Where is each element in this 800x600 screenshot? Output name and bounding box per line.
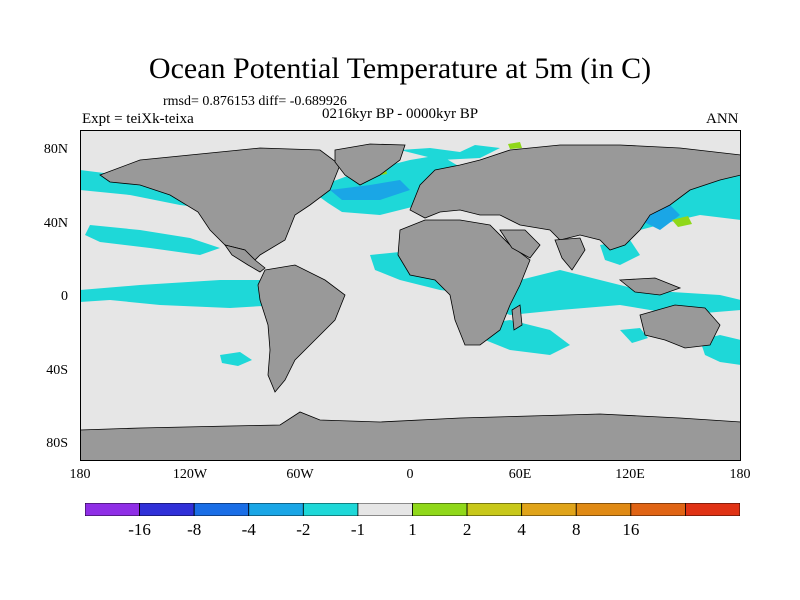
lat-label-80s: 80S: [46, 436, 68, 451]
antarctica: [80, 411, 741, 461]
period-label: 0216kyr BP - 0000kyr BP: [322, 106, 479, 122]
lon-label-60w: 60W: [286, 467, 314, 482]
eurasia: [409, 144, 741, 251]
india: [554, 237, 586, 271]
colorbar-segment: [575, 503, 632, 516]
madagascar: [511, 304, 523, 331]
north-pacific-warm-anomaly: [672, 216, 692, 227]
colorbar: [85, 503, 740, 516]
north-atlantic-core-anomaly: [330, 180, 410, 200]
colorbar-segment: [466, 503, 523, 516]
lon-label-120w: 120W: [172, 467, 208, 482]
africa: [397, 219, 531, 346]
colorbar-label: -2: [296, 520, 311, 539]
colorbar-segment: [412, 503, 468, 516]
south-pacific-east-anomaly: [220, 352, 252, 366]
colorbar-label: -4: [241, 520, 256, 539]
colorbar-segment: [357, 503, 413, 516]
lat-label-40n: 40N: [43, 216, 68, 231]
lon-label-180w: 180: [69, 467, 91, 482]
maritime-continent: [618, 277, 682, 296]
colorbar-label: -16: [128, 520, 151, 539]
kuroshio-anomaly: [640, 205, 680, 230]
lon-label-180e: 180: [729, 467, 751, 482]
experiment-label: Expt = teiXk-teixa: [82, 111, 194, 127]
map-frame: [80, 130, 741, 461]
svalbard-warm-anomaly: [508, 142, 522, 149]
colorbar-segment: [193, 503, 250, 516]
colorbar-segment: [248, 503, 304, 516]
colorbar-label: -8: [187, 520, 202, 539]
lon-label-0: 0: [406, 467, 414, 482]
land-masses: [80, 143, 741, 461]
arabia: [499, 229, 541, 259]
lat-label-0: 0: [61, 289, 68, 304]
stats-label: rmsd= 0.876153 diff= -0.689926: [163, 94, 347, 109]
colorbar-segment: [685, 503, 740, 516]
nordic-seas-anomaly: [400, 145, 500, 160]
lon-label-120e: 120E: [615, 467, 645, 482]
north-pacific-lowlat-anomaly: [85, 225, 220, 255]
lat-label-80n: 80N: [43, 142, 68, 157]
colorbar-label: 1: [408, 520, 417, 539]
world-map: [80, 130, 741, 461]
lat-label-40s: 40S: [46, 363, 68, 378]
map-title: Ocean Potential Temperature at 5m (in C): [148, 52, 652, 85]
colorbar-segment: [85, 503, 140, 516]
south-indian-anomaly: [480, 320, 570, 355]
colorbar-label: -1: [350, 520, 365, 539]
colorbar-label: 4: [517, 520, 526, 539]
equatorial-pacific-anomaly: [80, 280, 310, 308]
indian-ocean-anomaly: [480, 270, 741, 315]
colorbar-segment: [139, 503, 195, 516]
colorbar-segment: [302, 503, 359, 516]
sw-pacific-anomaly: [620, 328, 648, 343]
lon-label-60e: 60E: [508, 467, 532, 482]
colorbar-label: 2: [462, 520, 472, 539]
season-label: ANN: [706, 111, 739, 127]
colorbar-segment: [521, 503, 577, 516]
australia: [639, 304, 721, 349]
north-america: [99, 147, 341, 266]
greenland: [334, 143, 406, 186]
central-america: [224, 244, 266, 273]
colorbar-segment: [630, 503, 686, 516]
colorbar-label: 8: [572, 520, 581, 539]
south-america: [257, 264, 346, 393]
colorbar-label: 16: [622, 520, 640, 539]
